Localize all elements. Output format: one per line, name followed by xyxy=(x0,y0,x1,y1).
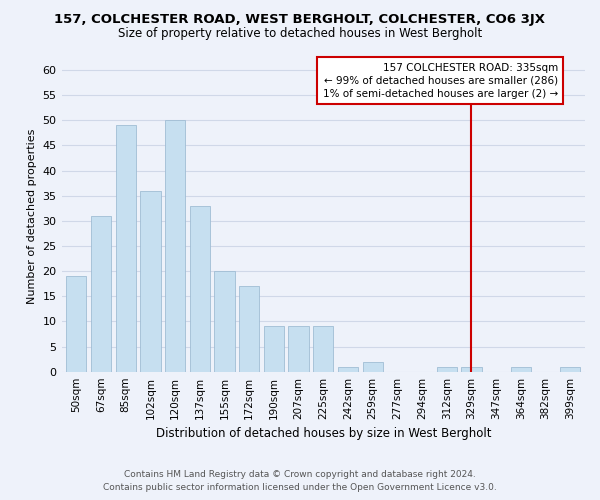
Bar xyxy=(91,216,111,372)
Bar xyxy=(313,326,334,372)
Bar xyxy=(140,190,161,372)
Text: 157 COLCHESTER ROAD: 335sqm
← 99% of detached houses are smaller (286)
1% of sem: 157 COLCHESTER ROAD: 335sqm ← 99% of det… xyxy=(323,62,558,99)
Bar xyxy=(362,362,383,372)
Bar xyxy=(461,366,482,372)
Text: 157, COLCHESTER ROAD, WEST BERGHOLT, COLCHESTER, CO6 3JX: 157, COLCHESTER ROAD, WEST BERGHOLT, COL… xyxy=(55,12,545,26)
Bar xyxy=(338,366,358,372)
Bar xyxy=(116,126,136,372)
Bar xyxy=(560,366,580,372)
X-axis label: Distribution of detached houses by size in West Bergholt: Distribution of detached houses by size … xyxy=(155,427,491,440)
Bar xyxy=(437,366,457,372)
Text: Size of property relative to detached houses in West Bergholt: Size of property relative to detached ho… xyxy=(118,28,482,40)
Bar xyxy=(165,120,185,372)
Bar xyxy=(511,366,531,372)
Y-axis label: Number of detached properties: Number of detached properties xyxy=(27,128,37,304)
Bar xyxy=(66,276,86,372)
Text: Contains HM Land Registry data © Crown copyright and database right 2024.
Contai: Contains HM Land Registry data © Crown c… xyxy=(103,470,497,492)
Bar xyxy=(214,271,235,372)
Bar xyxy=(239,286,259,372)
Bar xyxy=(264,326,284,372)
Bar xyxy=(190,206,210,372)
Bar xyxy=(289,326,309,372)
